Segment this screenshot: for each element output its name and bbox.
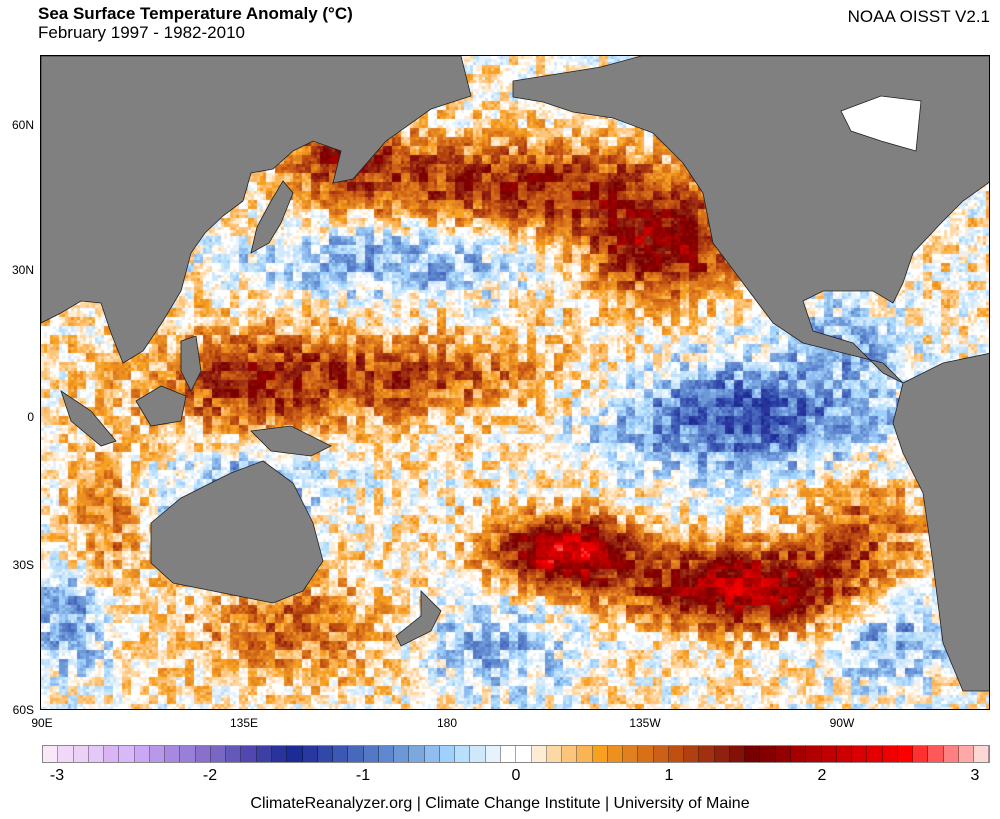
colorbar-swatch xyxy=(562,746,578,762)
colorbar-swatch xyxy=(317,746,334,762)
colorbar-swatch xyxy=(806,746,822,762)
colorbar-swatch xyxy=(134,746,150,762)
colorbar-swatch xyxy=(974,746,990,762)
colorbar-swatch xyxy=(210,746,227,762)
colorbar-swatch xyxy=(363,746,379,762)
lon-label-90w: 90W xyxy=(829,716,855,730)
colorbar-swatch xyxy=(500,746,517,762)
land-borneo xyxy=(135,385,187,427)
colorbar-swatch xyxy=(333,746,349,762)
colorbar xyxy=(42,745,990,763)
land-south-america xyxy=(892,353,989,692)
colorbar-swatch xyxy=(638,746,654,762)
colorbar-swatch xyxy=(745,746,761,762)
land-asia xyxy=(41,56,472,364)
colorbar-swatch xyxy=(226,746,242,762)
colorbar-swatch xyxy=(149,746,166,762)
lat-label-30n: 30N xyxy=(11,263,34,277)
colorbar-label: 2 xyxy=(817,767,827,784)
colorbar-swatch xyxy=(897,746,914,762)
colorbar-label: -2 xyxy=(202,767,218,784)
colorbar-label: 0 xyxy=(511,767,521,784)
colorbar-label: 3 xyxy=(970,767,980,784)
colorbar-swatch xyxy=(882,746,898,762)
lat-label-60n: 60N xyxy=(11,118,34,132)
colorbar-swatch xyxy=(241,746,257,762)
lon-label-90e: 90E xyxy=(31,716,53,730)
colorbar-swatch xyxy=(623,746,639,762)
lat-label-eq: 0 xyxy=(27,410,34,424)
land-new-zealand xyxy=(395,590,442,647)
credits-footer: ClimateReanalyzer.org | Climate Change I… xyxy=(250,795,750,812)
colorbar-swatch xyxy=(302,746,318,762)
colorbar-swatch xyxy=(516,746,532,762)
colorbar-swatch xyxy=(119,746,135,762)
colorbar-swatch xyxy=(58,746,74,762)
colorbar-swatch xyxy=(684,746,700,762)
land-japan xyxy=(250,180,294,254)
colorbar-swatch xyxy=(348,746,364,762)
land-sumatra xyxy=(60,390,117,447)
colorbar-swatch xyxy=(180,746,196,762)
landmasses xyxy=(41,56,989,692)
colorbar-swatch xyxy=(165,746,181,762)
colorbar-swatch xyxy=(439,746,456,762)
colorbar-swatch xyxy=(424,746,440,762)
map-title: Sea Surface Temperature Anomaly (°C) xyxy=(38,4,353,23)
colorbar-swatch xyxy=(592,746,608,762)
colorbar-swatch xyxy=(88,746,105,762)
colorbar-swatch xyxy=(256,746,272,762)
colorbar-swatch xyxy=(287,746,303,762)
lon-label-135w: 135W xyxy=(629,716,661,730)
land-australia xyxy=(150,460,324,604)
lon-label-180: 180 xyxy=(436,716,458,730)
colorbar-swatch xyxy=(607,746,624,762)
colorbar-swatch xyxy=(394,746,410,762)
colorbar-swatch xyxy=(821,746,837,762)
colorbar-swatch xyxy=(913,746,929,762)
colorbar-swatch xyxy=(378,746,395,762)
colorbar-swatch xyxy=(958,746,975,762)
colorbar-swatch xyxy=(775,746,792,762)
colorbar-swatch xyxy=(43,746,59,762)
colorbar-label: 1 xyxy=(664,767,674,784)
colorbar-swatch xyxy=(852,746,868,762)
map-panel xyxy=(40,55,990,710)
land-new-guinea xyxy=(250,425,332,457)
lat-label-30s: 30S xyxy=(12,558,34,572)
colorbar-swatch xyxy=(836,746,853,762)
lon-label-135e: 135E xyxy=(229,716,259,730)
colorbar-swatch xyxy=(729,746,746,762)
map-subtitle: February 1997 - 1982-2010 xyxy=(38,23,245,42)
colorbar-swatch xyxy=(195,746,211,762)
colorbar-swatch xyxy=(760,746,776,762)
colorbar-swatch xyxy=(531,746,547,762)
colorbar-swatch xyxy=(699,746,715,762)
colorbar-swatch xyxy=(653,746,669,762)
colorbar-swatch xyxy=(271,746,288,762)
colorbar-swatch xyxy=(714,746,730,762)
colorbar-swatch xyxy=(73,746,89,762)
lat-label-60s: 60S xyxy=(12,703,34,717)
colorbar-swatch xyxy=(577,746,593,762)
colorbar-swatch xyxy=(668,746,685,762)
colorbar-swatch xyxy=(485,746,501,762)
colorbar-swatch xyxy=(943,746,959,762)
colorbar-label: -3 xyxy=(49,767,65,784)
colorbar-label: -1 xyxy=(355,767,371,784)
colorbar-swatch xyxy=(409,746,425,762)
land-philippines xyxy=(180,335,202,392)
colorbar-swatch xyxy=(470,746,486,762)
dataset-label: NOAA OISST V2.1 xyxy=(847,7,990,26)
colorbar-swatch xyxy=(546,746,563,762)
colorbar-swatch xyxy=(928,746,944,762)
colorbar-swatch xyxy=(791,746,807,762)
ice-greenland xyxy=(840,95,922,152)
colorbar-swatch xyxy=(455,746,471,762)
colorbar-swatch xyxy=(104,746,120,762)
colorbar-swatch xyxy=(867,746,883,762)
